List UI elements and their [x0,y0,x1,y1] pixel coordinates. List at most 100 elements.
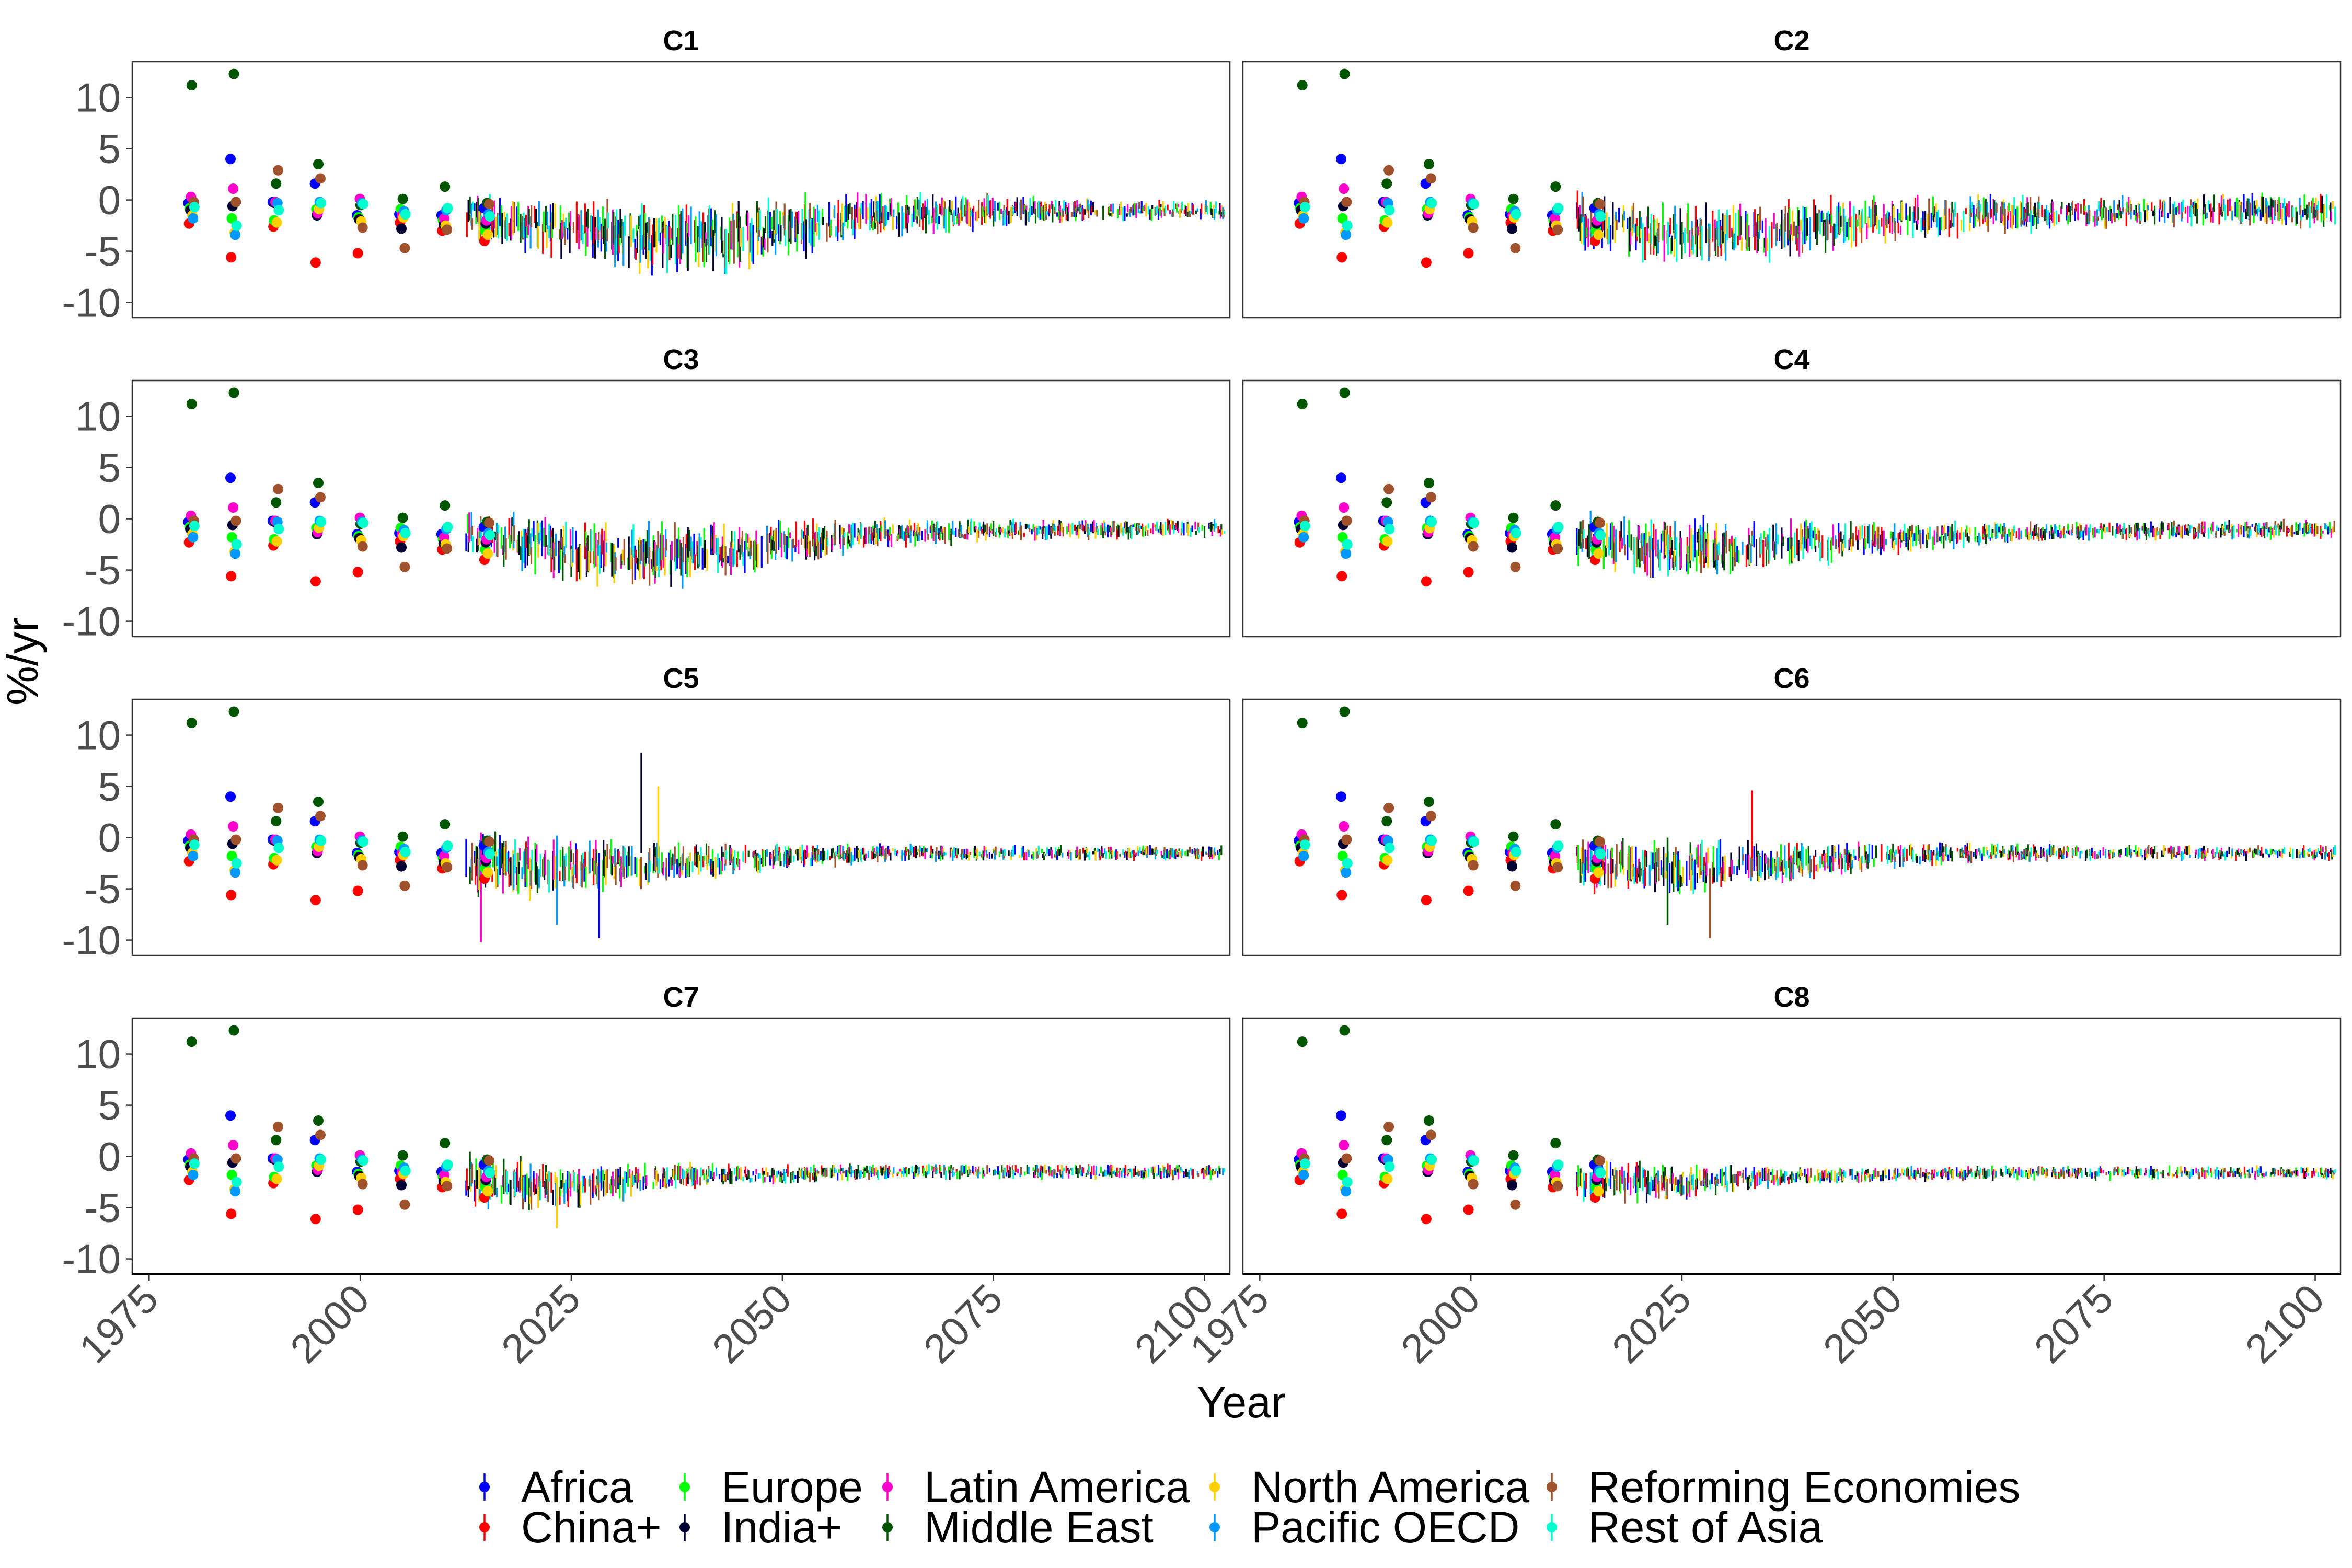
data-point-rest-of-asia [1426,198,1437,209]
data-point-rest-of-asia [1299,202,1310,213]
panel-border [131,698,1231,956]
panel-title-c2: C2 [1773,25,1809,56]
data-point-pacific-oecd [188,213,199,224]
data-point-latin-america [228,183,239,194]
historical-points [1294,68,1606,268]
data-point-africa [1336,791,1346,802]
data-point-reforming-economies [1383,802,1394,813]
data-point-north-america [271,536,282,547]
data-point-reforming-economies [273,165,284,176]
data-point-reforming-economies [1341,834,1352,845]
panel-border [131,379,1231,638]
data-point-rest-of-asia [485,211,495,222]
data-point-rest-of-asia [1384,524,1395,535]
data-point-rest-of-asia [1511,528,1521,538]
data-point-north-america [1382,536,1393,547]
data-point-pacific-oecd [1298,850,1309,861]
data-point-india [1507,223,1517,234]
panel-title-c6: C6 [1773,663,1809,694]
data-point-china [310,895,321,906]
data-point-rest-of-asia [1299,521,1310,532]
data-point-china [226,1208,237,1219]
data-point-china [310,1214,321,1225]
data-point-middle-east [1508,831,1519,842]
data-point-middle-east [1550,819,1561,830]
data-point-middle-east [397,1150,408,1161]
data-point-rest-of-asia [1426,516,1437,527]
panel-title-c5: C5 [663,663,699,694]
data-point-india [1507,861,1517,872]
projection-segments [1576,1160,2336,1204]
data-point-north-america [1382,217,1393,228]
data-point-pacific-oecd [230,229,241,240]
data-point-middle-east [271,178,282,189]
data-point-rest-of-asia [273,524,284,535]
data-point-rest-of-asia [358,836,368,847]
data-point-rest-of-asia [273,205,284,216]
projection-segments [1576,511,2335,578]
data-point-reforming-economies [273,1121,284,1132]
data-point-rest-of-asia [1511,209,1521,220]
data-point-reforming-economies [484,836,494,847]
data-point-rest-of-asia [316,835,327,846]
data-point-china [352,885,363,896]
data-point-rest-of-asia [1553,203,1564,214]
data-point-middle-east [440,1138,451,1149]
data-point-middle-east [397,193,408,204]
data-point-reforming-economies [315,811,326,822]
data-point-middle-east [186,399,197,410]
data-point-north-america [1593,867,1604,878]
data-point-africa [225,791,236,802]
panel-c8: C8 [1242,982,2342,1275]
data-point-rest-of-asia [1595,849,1606,859]
data-point-rest-of-asia [1342,539,1353,550]
data-point-china [1336,890,1347,901]
data-point-rest-of-asia [485,1168,495,1178]
data-point-rest-of-asia [1511,847,1521,857]
data-point-rest-of-asia [1469,199,1479,210]
data-point-india [396,1180,407,1191]
data-point-middle-east [228,706,239,717]
data-point-china [310,257,321,268]
data-point-rest-of-asia [273,843,284,854]
data-point-pacific-oecd [1298,532,1309,543]
data-point-north-america [1593,229,1604,240]
data-point-middle-east [313,478,324,488]
panel-border [131,61,1231,319]
panel-c2: C2 [1242,25,2342,319]
data-point-pacific-oecd [230,548,241,559]
projection-segments [466,192,1226,276]
panel-border [1242,698,2342,956]
data-point-middle-east [1339,68,1350,79]
data-point-reforming-economies [1341,515,1352,526]
historical-points [1294,706,1606,906]
data-point-china [226,252,237,263]
data-point-pacific-oecd [1298,213,1309,224]
data-point-rest-of-asia [442,522,453,533]
data-point-north-america [271,217,282,228]
data-point-middle-east [440,181,451,192]
data-point-middle-east [1297,80,1308,91]
data-point-middle-east [1424,797,1434,807]
data-point-rest-of-asia [400,847,411,857]
projection-segments [465,752,1223,942]
data-point-north-america [482,1186,493,1197]
panel-title-c3: C3 [663,344,699,375]
data-point-rest-of-asia [231,220,242,231]
data-point-rest-of-asia [231,858,242,869]
data-point-reforming-economies [230,197,241,207]
data-point-rest-of-asia [400,1166,411,1176]
panel-title-c8: C8 [1773,982,1809,1013]
historical-points [183,68,495,268]
data-point-india [396,861,407,872]
data-point-reforming-economies [484,199,494,210]
data-point-india [1507,542,1517,553]
data-point-rest-of-asia [316,198,327,209]
data-point-rest-of-asia [442,840,453,851]
data-point-reforming-economies [399,880,410,891]
data-point-rest-of-asia [1595,530,1606,540]
data-point-middle-east [440,819,451,830]
data-point-reforming-economies [1425,492,1436,503]
data-point-middle-east [1339,387,1350,398]
